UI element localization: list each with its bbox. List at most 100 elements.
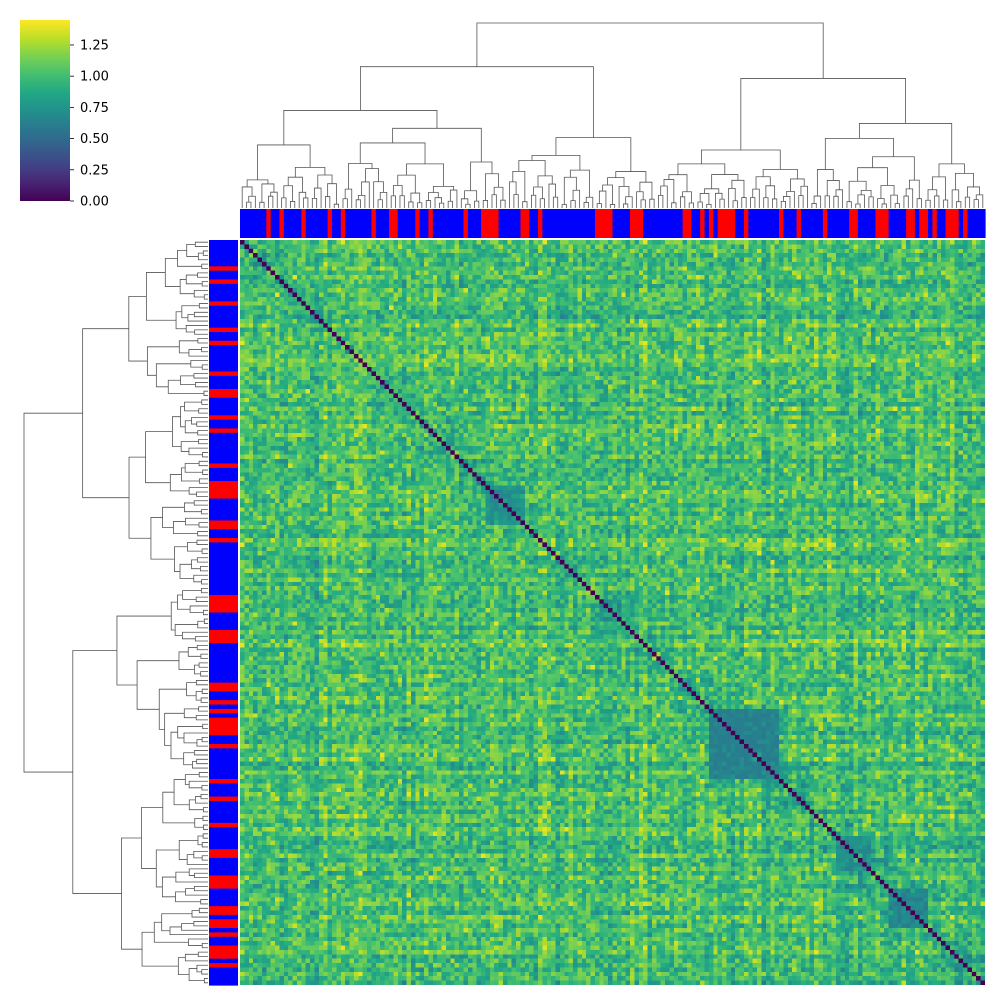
dendrogram-link: [513, 194, 519, 208]
row-group-blue: [209, 581, 238, 587]
column-group-blue: [296, 209, 302, 238]
row-group-blue: [209, 240, 238, 245]
column-group-blue: [349, 209, 355, 238]
column-group-red: [393, 209, 399, 238]
dendrogram-link: [596, 203, 602, 208]
column-group-blue: [380, 209, 386, 238]
column-group-blue: [546, 209, 552, 238]
dendrogram-link: [164, 257, 181, 287]
row-group-red: [209, 708, 238, 714]
heatmap-diagonal-cell: [301, 301, 306, 306]
dendrogram-link: [449, 189, 458, 208]
dendrogram-link: [202, 452, 208, 458]
heatmap-diagonal-cell: [397, 397, 403, 403]
dendrogram-link: [184, 463, 203, 473]
column-group-blue: [244, 209, 250, 238]
dendrogram-link: [890, 194, 898, 208]
row-group-blue: [209, 976, 238, 982]
heatmap-diagonal-cell: [594, 594, 600, 600]
column-group-blue: [305, 209, 311, 238]
heatmap-diagonal-cell: [805, 805, 810, 810]
row-group-blue: [209, 857, 238, 863]
row-group-blue: [209, 257, 238, 263]
heatmap-diagonal: [240, 240, 985, 985]
column-group-red: [371, 209, 377, 238]
column-group-red: [428, 209, 434, 238]
row-group-blue: [209, 752, 238, 758]
column-group-blue: [424, 209, 430, 238]
heatmap-diagonal-cell: [708, 708, 714, 714]
row-group-blue: [209, 261, 238, 267]
column-group-blue: [809, 209, 815, 238]
dendrogram-link: [925, 199, 931, 208]
column-group-blue: [888, 209, 894, 238]
column-group-red: [520, 209, 526, 238]
heatmap-diagonal-cell: [542, 542, 547, 547]
dendrogram-link: [855, 203, 861, 208]
column-group-red: [708, 209, 714, 238]
heatmap-diagonal-cell: [783, 783, 788, 788]
heatmap-diagonal-cell: [564, 564, 569, 569]
dendrogram-link: [201, 364, 208, 370]
dendrogram-link: [607, 177, 625, 187]
row-group-blue: [209, 844, 238, 850]
row-group-blue: [209, 612, 238, 618]
row-group-red: [209, 717, 238, 723]
dendrogram-link: [342, 198, 348, 208]
dendrogram-link: [201, 969, 208, 975]
column-group-blue: [739, 209, 745, 238]
row-group-blue: [209, 573, 238, 579]
dendrogram-link: [201, 263, 208, 269]
heatmap-diagonal-cell: [310, 310, 315, 315]
heatmap-diagonal-cell: [761, 761, 766, 766]
column-group-blue: [621, 209, 627, 238]
dendrogram-link: [186, 682, 197, 697]
dendrogram-link: [198, 478, 208, 484]
heatmap-diagonal-cell: [445, 445, 451, 451]
dendrogram-link: [241, 186, 253, 208]
row-group-red: [209, 538, 238, 543]
row-group-blue: [209, 380, 238, 386]
column-group-blue: [941, 209, 947, 238]
heatmap-diagonal-cell: [266, 266, 271, 271]
dendrogram-link: [668, 174, 688, 192]
column-group-red: [266, 209, 272, 238]
dendrogram-link: [425, 200, 432, 208]
row-group-blue: [209, 529, 238, 535]
dendrogram-link: [192, 761, 208, 769]
heatmap-diagonal-cell: [928, 928, 933, 933]
column-group-red: [700, 209, 706, 238]
heatmap-diagonal-cell: [415, 415, 420, 420]
heatmap-diagonal-cell: [498, 498, 503, 503]
dendrogram-link: [181, 923, 208, 931]
dendrogram-link: [201, 842, 208, 848]
column-group-blue: [345, 209, 351, 238]
row-group-blue: [209, 739, 238, 745]
row-group-blue: [209, 310, 238, 316]
column-group-blue: [410, 209, 416, 238]
dendrogram-link: [846, 201, 852, 208]
dendrogram-link: [203, 824, 208, 830]
heatmap-diagonal-cell: [428, 428, 433, 433]
dendrogram-link: [186, 243, 199, 257]
column-group-blue: [656, 209, 662, 238]
heatmap-diagonal-cell: [467, 467, 473, 473]
row-group-blue: [209, 871, 238, 877]
dendrogram-link: [175, 891, 201, 903]
dendrogram-link: [198, 408, 208, 414]
dendrogram-link: [765, 185, 776, 199]
dendrogram-link: [184, 774, 200, 785]
column-group-blue: [967, 209, 973, 238]
heatmap-diagonal-cell: [437, 437, 442, 442]
dendrogram-link: [162, 506, 185, 528]
heatmap-diagonal-cell: [713, 713, 718, 718]
dendrogram-link: [365, 168, 379, 182]
dendrogram-link: [417, 202, 423, 208]
column-group-blue: [397, 209, 403, 238]
column-group-red: [796, 209, 802, 238]
dendrogram-link: [201, 688, 208, 694]
dendrogram-link: [522, 201, 528, 208]
dendrogram-link: [399, 195, 405, 208]
row-group-blue: [209, 928, 238, 934]
row-group-red: [209, 301, 238, 307]
